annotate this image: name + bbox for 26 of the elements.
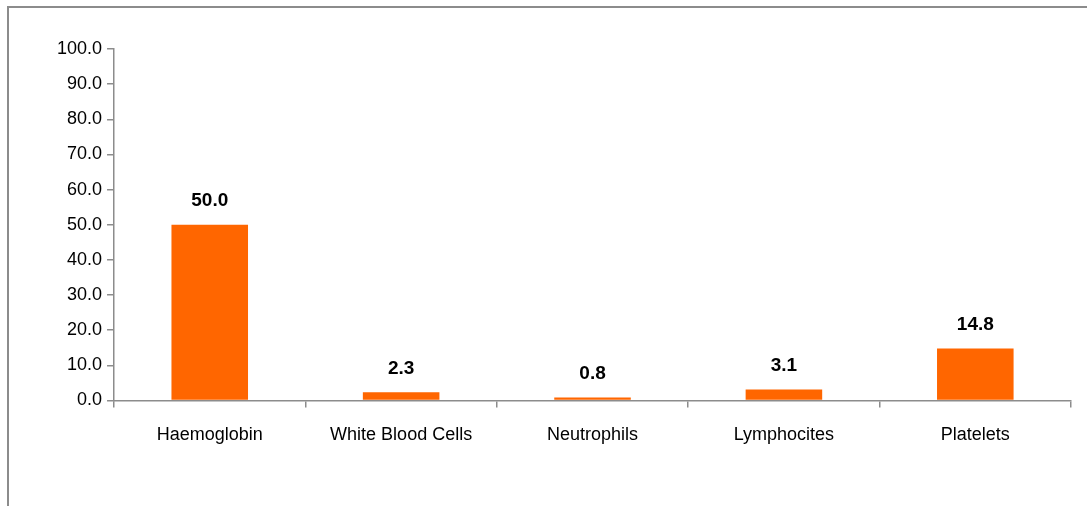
bar: [554, 397, 631, 400]
y-tick-label: 90.0: [67, 73, 103, 94]
y-tick-label: 80.0: [67, 108, 103, 129]
y-tick-label: 0.0: [77, 389, 103, 410]
y-tick-label: 50.0: [67, 213, 103, 234]
y-tick-label: 70.0: [67, 143, 103, 164]
data-label: 0.8: [579, 362, 606, 384]
data-label: 14.8: [956, 313, 994, 335]
x-tick-label: White Blood Cells: [330, 424, 473, 445]
x-tick-label: Haemoglobin: [156, 424, 263, 445]
y-tick-label: 30.0: [67, 283, 103, 304]
y-tick-label: 10.0: [67, 354, 103, 375]
y-tick-label: 60.0: [67, 178, 103, 199]
data-label: 3.1: [770, 354, 798, 376]
bar: [937, 348, 1014, 400]
x-tick-label: Neutrophils: [547, 424, 639, 445]
y-tick-label: 100.0: [57, 37, 103, 58]
x-tick-label: Lymphocites: [733, 424, 835, 445]
bar: [171, 224, 249, 400]
x-tick-label: Platelets: [940, 424, 1010, 445]
data-label: 50.0: [191, 189, 229, 211]
y-tick-label: 40.0: [67, 248, 103, 269]
y-tick-label: 20.0: [67, 319, 103, 340]
bar: [362, 392, 440, 400]
bar: [745, 389, 823, 400]
data-label: 2.3: [387, 357, 415, 379]
